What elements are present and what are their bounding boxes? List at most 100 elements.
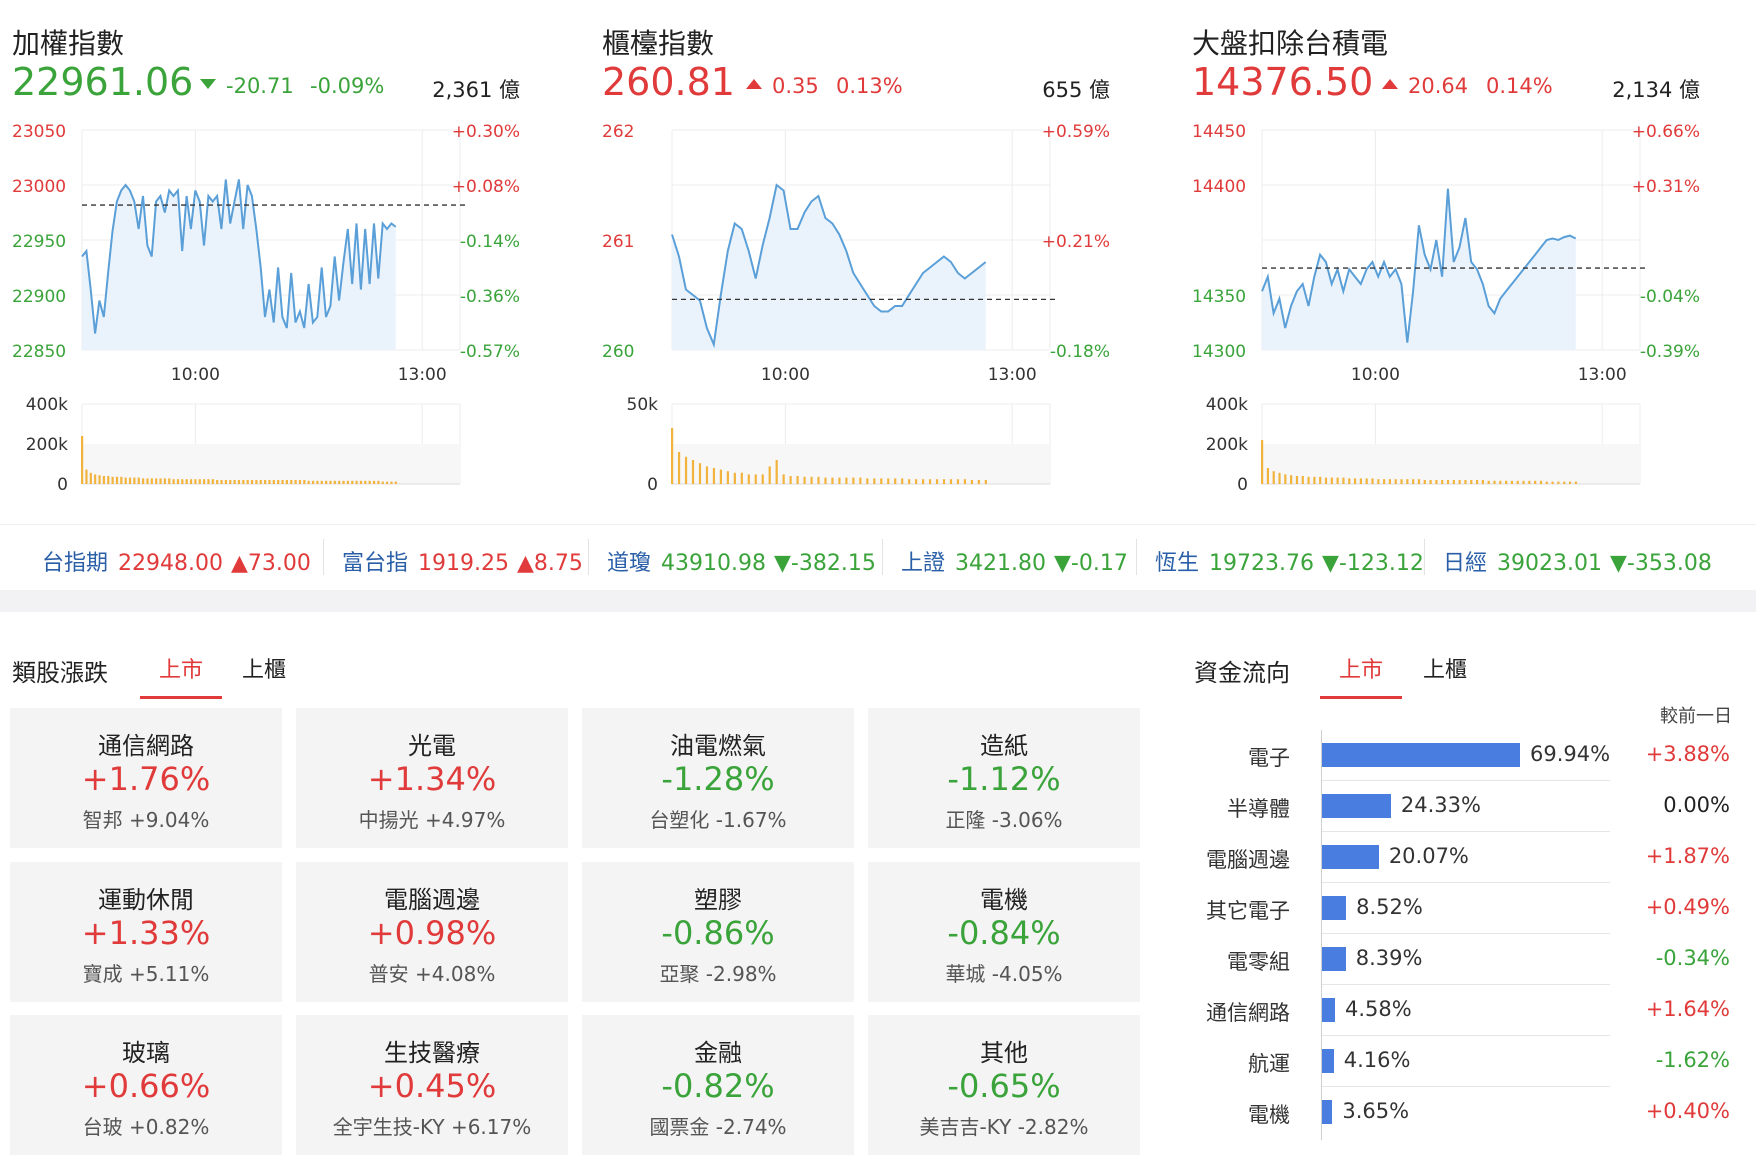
volume-bar <box>250 480 254 484</box>
sector-card[interactable]: 造紙 -1.12% 正隆 -3.06% <box>868 708 1140 848</box>
tab-flow-listed[interactable]: 上市 <box>1320 652 1402 699</box>
strip-change: ▼-0.17 <box>1054 551 1128 576</box>
fund-flow-row[interactable]: 半導體 24.33% 0.00% <box>1190 781 1730 832</box>
sector-name: 電機 <box>980 886 1028 914</box>
volume-bar <box>303 480 306 484</box>
strip-item-msci-tw[interactable]: 富台指 1919.25 ▲8.75 <box>342 545 583 577</box>
volume-tick-label: 50k <box>627 395 659 415</box>
sector-card[interactable]: 塑膠 -0.86% 亞聚 -2.98% <box>582 862 854 1002</box>
panel-ex-tsmc[interactable]: 大盤扣除台積電 14376.50 20.64 0.14% 2,134 億 144… <box>1180 0 1700 520</box>
volume-bar <box>928 479 932 484</box>
tab-sector-otc[interactable]: 上櫃 <box>242 658 287 683</box>
y-tick-label: 262 <box>602 122 634 142</box>
y-pct-tick-label: +0.59% <box>1042 122 1110 142</box>
sector-top-stock: 普安 +4.08% <box>368 962 496 986</box>
up-triangle-icon <box>746 79 762 89</box>
volume-bar <box>89 472 92 484</box>
sector-card[interactable]: 生技醫療 +0.45% 全宇生技-KY +6.17% <box>296 1015 568 1155</box>
tab-flow-otc[interactable]: 上櫃 <box>1423 658 1468 683</box>
volume-bar <box>216 480 219 484</box>
intraday-chart[interactable]: 14450 14400 14350 14300 +0.66% +0.31% -0.04% -0… <box>1180 110 1700 490</box>
row-divider <box>1322 1035 1610 1036</box>
volume-bar <box>150 478 153 484</box>
fund-flow-row[interactable]: 電子 69.94% +3.88% <box>1190 730 1730 781</box>
sector-card[interactable]: 其他 -0.65% 美吉吉-KY -2.82% <box>868 1015 1140 1155</box>
volume-bar <box>810 476 813 484</box>
volume-bar <box>1266 468 1270 484</box>
row-divider <box>1322 831 1610 832</box>
volume-bar <box>1423 480 1426 484</box>
volume-bar <box>155 478 158 484</box>
panel-volume: 2,361 億 <box>432 78 520 102</box>
divider <box>1424 539 1425 575</box>
fund-flow-row[interactable]: 通信網路 4.58% +1.64% <box>1190 985 1730 1036</box>
up-triangle-icon <box>1382 79 1398 89</box>
fund-flow-row[interactable]: 電機 3.65% +0.40% <box>1190 1087 1730 1138</box>
volume-bar <box>1406 479 1409 484</box>
sector-card[interactable]: 通信網路 +1.76% 智邦 +9.04% <box>10 708 282 848</box>
volume-bar <box>346 480 350 484</box>
down-triangle-icon <box>200 79 216 89</box>
volume-bar <box>1342 477 1345 484</box>
strip-name: 台指期 <box>42 551 109 576</box>
strip-item-tx-futures[interactable]: 台指期 22948.00 ▲73.00 <box>42 545 311 577</box>
tab-sector-listed[interactable]: 上市 <box>140 652 222 699</box>
panel-otc[interactable]: 櫃檯指數 260.81 0.35 0.13% 655 億 262 261 260 +0… <box>590 0 1110 520</box>
sector-name: 光電 <box>408 732 456 760</box>
volume-bar <box>133 477 136 484</box>
volume-bar <box>831 477 834 484</box>
sector-card[interactable]: 電機 -0.84% 華城 -4.05% <box>868 862 1140 1002</box>
sector-card[interactable]: 油電燃氣 -1.28% 台塑化 -1.67% <box>582 708 854 848</box>
volume-bar <box>691 460 695 484</box>
volume-bar <box>956 479 960 484</box>
volume-bar <box>1330 477 1333 484</box>
sector-top-stock: 寶成 +5.11% <box>82 962 210 986</box>
volume-bar <box>977 480 980 484</box>
volume-bar <box>237 480 241 484</box>
fund-flow-label: 電零組 <box>1227 950 1290 974</box>
sector-card[interactable]: 金融 -0.82% 國票金 -2.74% <box>582 1015 854 1155</box>
sector-top-stock: 國票金 -2.74% <box>649 1115 787 1139</box>
sector-card[interactable]: 運動休閒 +1.33% 寶成 +5.11% <box>10 862 282 1002</box>
volume-bar <box>98 475 101 484</box>
strip-item-shanghai[interactable]: 上證 3421.80 ▼-0.17 <box>901 545 1128 577</box>
y-tick-label: 14400 <box>1192 177 1246 197</box>
volume-bar <box>229 480 232 484</box>
fund-flow-value: 8.52% <box>1356 895 1423 919</box>
strip-item-hang-seng[interactable]: 恆生 19723.76 ▼-123.12 <box>1155 545 1424 577</box>
sector-card[interactable]: 玻璃 +0.66% 台玻 +0.82% <box>10 1015 282 1155</box>
sector-change-pct: -0.82% <box>661 1067 775 1105</box>
strip-name: 道瓊 <box>607 551 652 576</box>
strip-name: 富台指 <box>342 551 409 576</box>
volume-bar <box>1383 479 1386 484</box>
volume-bar <box>277 480 280 484</box>
intraday-chart[interactable]: 262 261 260 +0.59% +0.21% -0.18% 10:00 13:00 50k… <box>590 110 1110 490</box>
strip-item-nikkei[interactable]: 日經 39023.01 ▼-353.08 <box>1443 545 1712 577</box>
strip-item-dow[interactable]: 道瓊 43910.98 ▼-382.15 <box>607 545 876 577</box>
fund-flow-bar <box>1322 998 1335 1022</box>
sector-card[interactable]: 電腦週邊 +0.98% 普安 +4.08% <box>296 862 568 1002</box>
fund-flow-row[interactable]: 其它電子 8.52% +0.49% <box>1190 883 1730 934</box>
volume-bar <box>194 479 197 484</box>
volume-bar <box>189 479 193 484</box>
panel-change: 20.64 <box>1408 74 1469 98</box>
price-line <box>671 183 987 349</box>
divider <box>1136 539 1137 575</box>
volume-bar <box>329 480 332 484</box>
strip-name: 日經 <box>1443 551 1488 576</box>
fund-flow-value: 3.65% <box>1342 1099 1410 1123</box>
volume-bar <box>355 480 358 484</box>
volume-bar <box>146 478 149 484</box>
sector-card[interactable]: 光電 +1.34% 中揚光 +4.97% <box>296 708 568 848</box>
panel-taiex[interactable]: 加權指數 22961.06 -20.71 -0.09% 2,361 億 2305… <box>0 0 520 520</box>
intraday-chart[interactable]: 23050 23000 22950 22900 22850 +0.30% +0.08% -0.… <box>0 110 520 490</box>
fund-flow-row[interactable]: 電腦週邊 20.07% +1.87% <box>1190 832 1730 883</box>
sector-name: 通信網路 <box>98 732 194 760</box>
volume-bar <box>211 479 214 484</box>
row-divider <box>1322 882 1610 883</box>
volume-bar <box>272 480 275 484</box>
fund-flow-row[interactable]: 電零組 8.39% -0.34% <box>1190 934 1730 985</box>
fund-flow-row[interactable]: 航運 4.16% -1.62% <box>1190 1036 1730 1087</box>
row-divider <box>1322 1086 1610 1087</box>
volume-bar <box>1319 476 1322 484</box>
